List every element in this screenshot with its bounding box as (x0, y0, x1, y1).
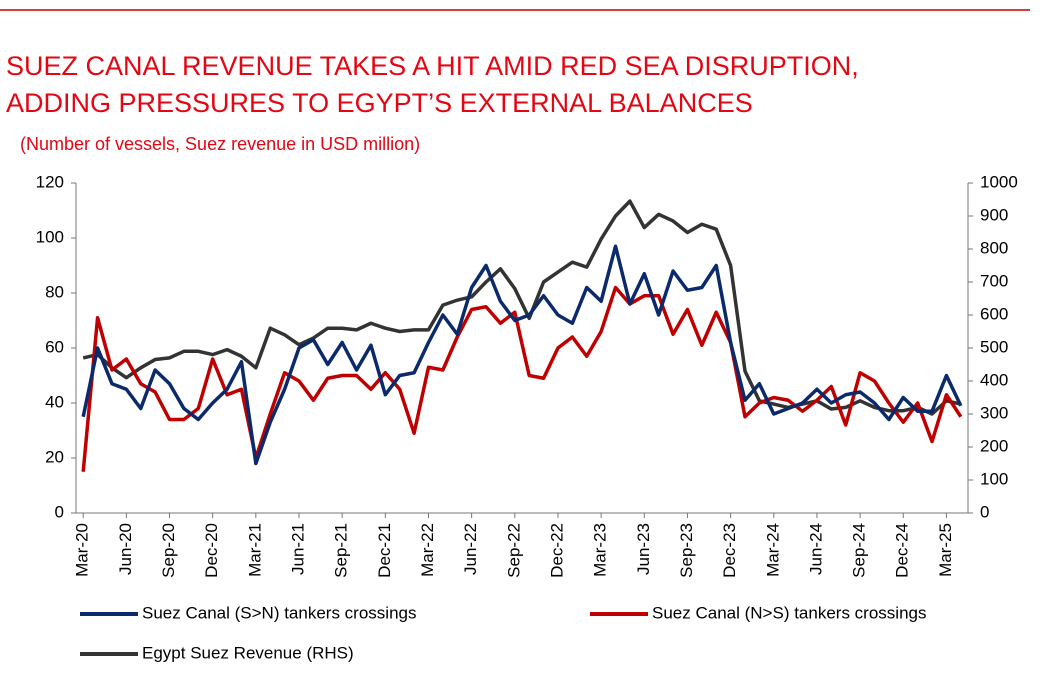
x-tick-label: Dec-24 (893, 523, 912, 578)
x-tick-label: Dec-21 (375, 523, 394, 578)
x-tick-label: Sep-24 (850, 523, 869, 578)
y2-tick-label: 700 (980, 271, 1008, 290)
y-tick-label: 40 (45, 392, 64, 411)
x-tick-label: Mar-22 (418, 523, 437, 577)
y2-tick-label: 500 (980, 337, 1008, 356)
x-tick-label: Dec-23 (720, 523, 739, 578)
x-tick-label: Jun-21 (288, 523, 307, 575)
y-tick-label: 120 (36, 172, 64, 191)
series-line (81, 244, 963, 466)
y2-tick-label: 200 (980, 436, 1008, 455)
legend-label: Egypt Suez Revenue (RHS) (142, 643, 354, 662)
y-tick-label: 0 (55, 502, 64, 521)
y2-tick-label: 1000 (980, 172, 1018, 191)
x-tick-label: Dec-20 (202, 523, 221, 578)
y2-tick-label: 0 (980, 502, 989, 521)
series-line (81, 285, 963, 472)
chart-title: SUEZ CANAL REVENUE TAKES A HIT AMID RED … (6, 51, 859, 81)
x-tick-label: Sep-21 (332, 523, 351, 578)
x-tick-label: Dec-22 (547, 523, 566, 578)
x-tick-label: Sep-22 (504, 523, 523, 578)
y-tick-label: 20 (45, 447, 64, 466)
y2-tick-label: 300 (980, 403, 1008, 422)
y2-tick-label: 600 (980, 304, 1008, 323)
x-tick-label: Jun-24 (806, 523, 825, 575)
y2-tick-label: 900 (980, 205, 1008, 224)
x-tick-label: Mar-23 (591, 523, 610, 577)
chart-subtitle: (Number of vessels, Suez revenue in USD … (20, 134, 420, 154)
x-tick-label: Sep-20 (159, 523, 178, 578)
legend-label: Suez Canal (N>S) tankers crossings (652, 603, 926, 622)
x-tick-label: Mar-20 (73, 523, 92, 577)
y-tick-label: 80 (45, 282, 64, 301)
legend-label: Suez Canal (S>N) tankers crossings (142, 603, 416, 622)
y2-tick-label: 400 (980, 370, 1008, 389)
y-tick-label: 100 (36, 227, 64, 246)
x-tick-label: Sep-23 (677, 523, 696, 578)
series-line (82, 199, 962, 416)
x-tick-label: Jun-22 (461, 523, 480, 575)
y2-tick-label: 100 (980, 469, 1008, 488)
x-tick-label: Jun-20 (116, 523, 135, 575)
x-tick-label: Mar-24 (763, 523, 782, 577)
x-tick-label: Jun-23 (634, 523, 653, 575)
chart-title-line2: ADDING PRESSURES TO EGYPT’S EXTERNAL BAL… (6, 88, 753, 118)
y2-tick-label: 800 (980, 238, 1008, 257)
x-tick-label: Mar-25 (936, 523, 955, 577)
y-tick-label: 60 (45, 337, 64, 356)
x-tick-label: Mar-21 (245, 523, 264, 577)
